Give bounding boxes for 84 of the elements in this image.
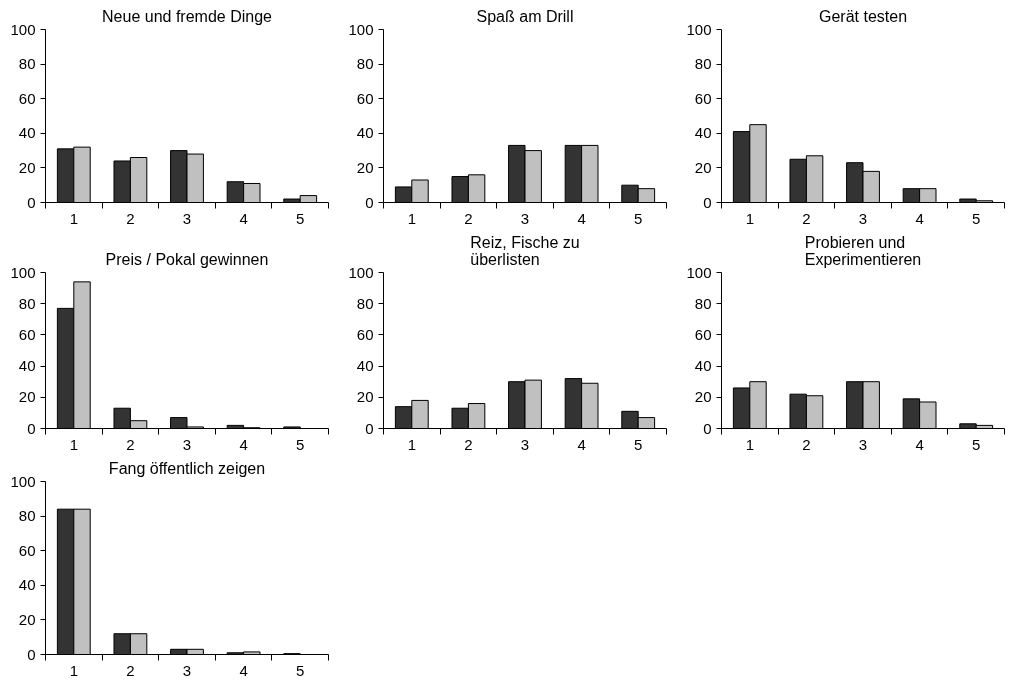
- y-tick-label: 80: [18, 55, 36, 73]
- chart-title: Preis / Pokal gewinnen: [105, 250, 269, 268]
- y-tick-label: 20: [356, 388, 374, 406]
- x-tick-label: 3: [182, 435, 192, 453]
- y-tick-label: 40: [356, 357, 374, 375]
- y-tick-label: 40: [18, 576, 36, 594]
- x-tick-label: 1: [745, 435, 754, 453]
- x-tick-label: 1: [69, 661, 78, 679]
- x-tick-label: 1: [69, 209, 78, 227]
- x-tick-label: 5: [634, 435, 643, 453]
- y-tick-label: 0: [27, 419, 36, 437]
- x-tick-label: 5: [296, 209, 305, 227]
- y-tick-label: 60: [694, 325, 712, 343]
- x-tick-label: 1: [407, 209, 416, 227]
- y-tick-label: 80: [18, 294, 36, 312]
- y-tick-label: 80: [694, 294, 712, 312]
- y-tick-label: 0: [365, 419, 374, 437]
- x-tick-label: 1: [745, 209, 754, 227]
- x-tick-label: 2: [126, 209, 135, 227]
- x-tick-label: 2: [126, 435, 135, 453]
- chart-title: Neue und fremde Dinge: [102, 7, 273, 25]
- x-tick-label: 5: [296, 435, 305, 453]
- y-tick-label: 40: [694, 124, 712, 142]
- x-tick-label: 3: [858, 209, 868, 227]
- x-tick-label: 3: [520, 435, 530, 453]
- x-tick-label: 3: [858, 435, 868, 453]
- x-tick-label: 4: [239, 209, 248, 227]
- x-tick-label: 2: [464, 209, 473, 227]
- y-tick-label: 20: [694, 158, 712, 176]
- y-tick-label: 20: [18, 388, 36, 406]
- y-tick-label: 60: [356, 325, 374, 343]
- x-tick-label: 5: [972, 209, 981, 227]
- y-tick-label: 0: [27, 645, 36, 663]
- x-tick-label: 3: [182, 661, 192, 679]
- x-tick-label: 2: [126, 661, 135, 679]
- y-tick-label: 100: [10, 20, 36, 38]
- y-tick-label: 0: [703, 419, 712, 437]
- y-tick-label: 60: [18, 89, 36, 107]
- y-tick-label: 60: [356, 89, 374, 107]
- y-tick-label: 40: [356, 124, 374, 142]
- y-tick-label: 80: [356, 294, 374, 312]
- y-tick-label: 20: [356, 158, 374, 176]
- y-tick-label: 100: [10, 472, 36, 490]
- y-tick-label: 100: [686, 263, 712, 281]
- x-tick-label: 3: [182, 209, 192, 227]
- y-tick-label: 20: [694, 388, 712, 406]
- chart-title: Reiz, Fische zu überlisten: [470, 233, 580, 268]
- y-tick-label: 0: [27, 193, 36, 211]
- y-tick-label: 100: [348, 263, 374, 281]
- y-tick-label: 0: [365, 193, 374, 211]
- chart-title: Probieren und Experimentieren: [804, 233, 922, 268]
- y-tick-label: 40: [18, 124, 36, 142]
- y-tick-label: 40: [18, 357, 36, 375]
- chart-title: Fang öffentlich zeigen: [108, 459, 266, 477]
- x-tick-label: 4: [239, 661, 248, 679]
- y-tick-label: 60: [18, 325, 36, 343]
- x-tick-label: 5: [634, 209, 643, 227]
- x-tick-label: 4: [239, 435, 248, 453]
- x-tick-label: 1: [407, 435, 416, 453]
- x-tick-label: 4: [915, 209, 924, 227]
- y-tick-label: 100: [686, 20, 712, 38]
- y-tick-label: 100: [10, 263, 36, 281]
- chart-title: Spaß am Drill: [476, 7, 574, 25]
- x-tick-label: 5: [296, 661, 305, 679]
- x-tick-label: 2: [464, 435, 473, 453]
- y-tick-label: 80: [694, 55, 712, 73]
- x-tick-label: 4: [577, 435, 586, 453]
- y-tick-label: 60: [18, 541, 36, 559]
- y-tick-label: 20: [18, 158, 36, 176]
- y-tick-label: 0: [703, 193, 712, 211]
- x-tick-label: 3: [520, 209, 530, 227]
- y-tick-label: 60: [694, 89, 712, 107]
- y-tick-label: 20: [18, 610, 36, 628]
- x-tick-label: 5: [972, 435, 981, 453]
- y-tick-label: 80: [18, 507, 36, 525]
- x-tick-label: 1: [69, 435, 78, 453]
- y-tick-label: 100: [348, 20, 374, 38]
- x-tick-label: 4: [577, 209, 586, 227]
- x-tick-label: 2: [802, 435, 811, 453]
- y-tick-label: 40: [694, 357, 712, 375]
- y-tick-label: 80: [356, 55, 374, 73]
- x-tick-label: 2: [802, 209, 811, 227]
- x-tick-label: 4: [915, 435, 924, 453]
- chart-title: Gerät testen: [818, 7, 908, 25]
